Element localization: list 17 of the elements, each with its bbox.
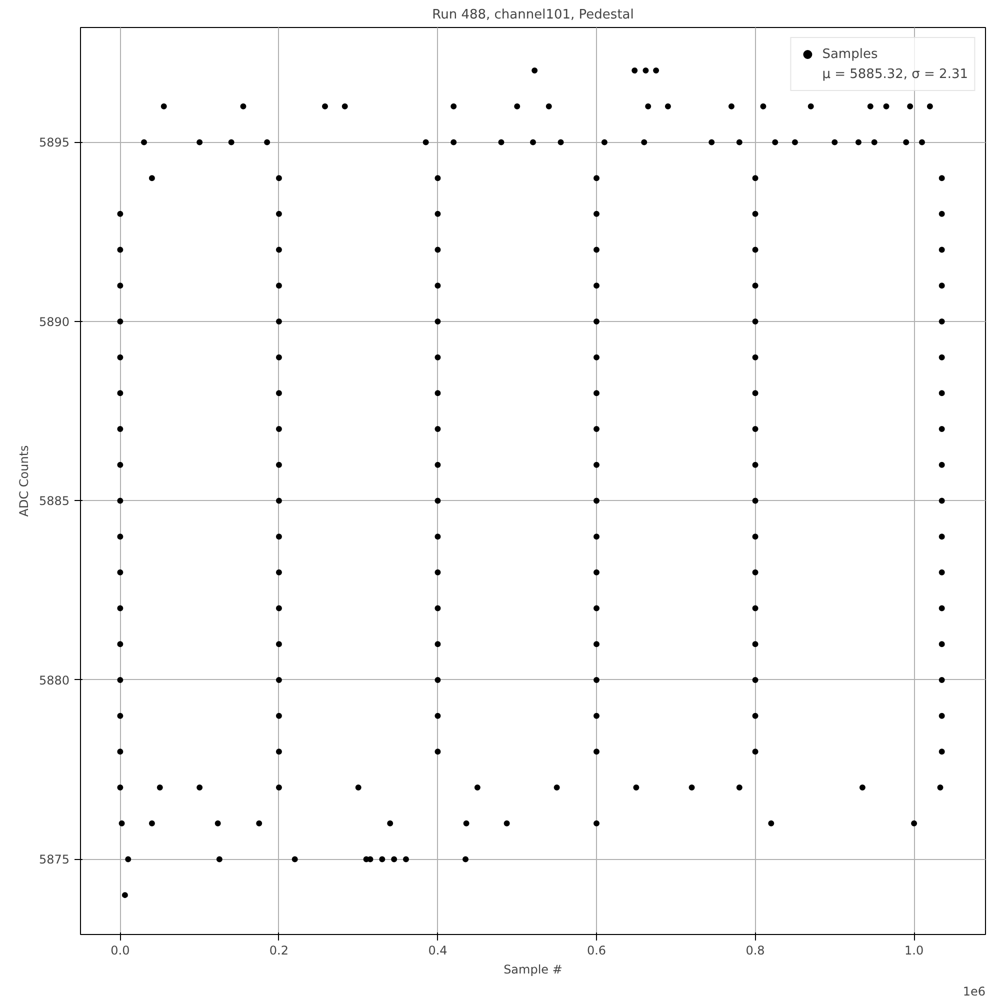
annotation: μ = 5885.32, σ = 2.31 (822, 66, 968, 82)
x-tick-label: 1.0 (904, 944, 924, 958)
y-axis-title: ADC Counts (16, 445, 31, 517)
text: 1e6 (962, 984, 986, 998)
y-tick-label: 5895 (38, 136, 70, 150)
x-tick-label: 0.0 (110, 944, 130, 958)
legend-label: Samples (822, 46, 878, 62)
y-tick-label: 5890 (38, 314, 70, 329)
y-tick-label: 5880 (38, 673, 70, 688)
y-tick-label: 5875 (38, 852, 70, 867)
x-tick-label: 0.6 (586, 944, 606, 958)
chart-title: Run 488, channel101, Pedestal (432, 8, 634, 22)
y-tick-label: 5885 (38, 494, 70, 508)
x-tick-label: 0.4 (428, 944, 448, 958)
x-tick-label: 0.8 (746, 944, 765, 958)
x-axis-title: Sample # (504, 962, 562, 976)
x-tick-label: 0.2 (269, 944, 289, 958)
